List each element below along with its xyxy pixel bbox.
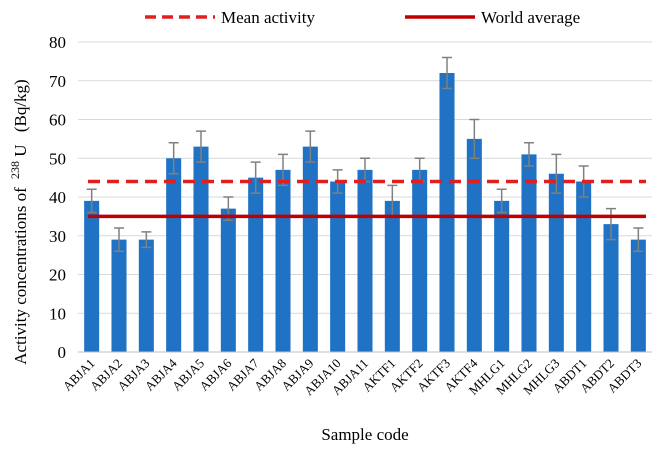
y-axis-title-isotope-mass: 238 bbox=[8, 161, 22, 179]
bar bbox=[603, 224, 619, 352]
y-axis-title-unit: (Bq/kg) bbox=[11, 79, 30, 132]
y-axis-title: Activity concentrations of 238 U (Bq/kg) bbox=[4, 79, 30, 364]
y-axis-ticks: 0 10 20 30 40 50 60 70 80 bbox=[49, 33, 66, 362]
legend-label: Mean activity bbox=[221, 8, 315, 27]
bar bbox=[220, 208, 236, 352]
y-tick-label: 0 bbox=[58, 343, 67, 362]
bar bbox=[330, 181, 346, 352]
x-axis-labels: ABJA1ABJA2ABJA3ABJA4ABJA5ABJA6ABJA7ABJA8… bbox=[60, 355, 645, 398]
y-axis-title-prefix: Activity concentrations of bbox=[11, 187, 30, 365]
bars bbox=[84, 73, 646, 352]
bar bbox=[111, 239, 127, 352]
bar bbox=[357, 169, 373, 352]
bar bbox=[466, 138, 482, 352]
bar bbox=[248, 177, 264, 352]
bar bbox=[166, 158, 182, 352]
x-axis-title: Sample code bbox=[321, 425, 408, 444]
y-tick-label: 30 bbox=[49, 227, 66, 246]
bar bbox=[439, 73, 455, 352]
bar bbox=[302, 146, 318, 352]
error-bars bbox=[86, 56, 644, 252]
legend-label: World average bbox=[481, 8, 580, 27]
y-tick-label: 20 bbox=[49, 266, 66, 285]
y-tick-label: 10 bbox=[49, 304, 66, 323]
y-tick-label: 40 bbox=[49, 188, 66, 207]
legend: Mean activity World average bbox=[145, 8, 580, 27]
bar bbox=[138, 239, 154, 352]
y-tick-label: 60 bbox=[49, 111, 66, 130]
bar bbox=[412, 169, 428, 352]
bar bbox=[630, 239, 646, 352]
bar bbox=[521, 154, 537, 352]
reference-lines bbox=[88, 179, 646, 219]
bar bbox=[494, 200, 510, 352]
y-tick-label: 80 bbox=[49, 33, 66, 52]
bar bbox=[384, 200, 400, 352]
bar bbox=[193, 146, 209, 352]
y-axis-title-isotope-symbol: U bbox=[11, 144, 30, 156]
bar bbox=[84, 200, 100, 352]
y-tick-label: 50 bbox=[49, 149, 66, 168]
y-tick-label: 70 bbox=[49, 72, 66, 91]
bar bbox=[275, 169, 291, 352]
bar bbox=[576, 181, 592, 352]
bar bbox=[548, 173, 564, 352]
